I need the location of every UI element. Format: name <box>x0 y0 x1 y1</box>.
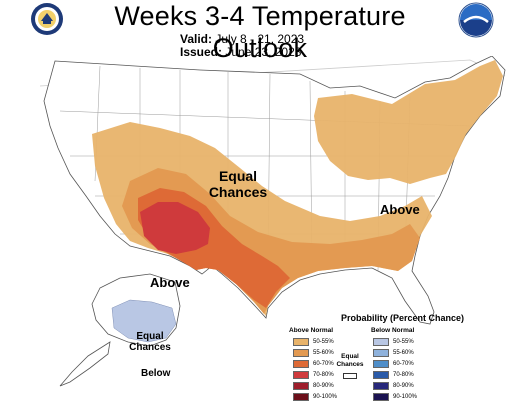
legend-below-swatch <box>373 338 389 346</box>
legend-above-heading: Above Normal <box>289 327 334 334</box>
legend-below-label: 90-100% <box>393 394 418 400</box>
legend-below-label: 60-70% <box>393 361 414 367</box>
legend-below-swatch <box>373 371 389 379</box>
legend-above-label: 50-55% <box>313 339 334 345</box>
valid-label: Valid: <box>180 32 213 46</box>
legend-above-swatch <box>293 349 309 357</box>
page-title: Weeks 3-4 Temperature Outlook <box>114 1 406 63</box>
legend-above-label: 55-60% <box>313 350 334 356</box>
legend-above-label: 70-80% <box>313 372 334 378</box>
legend-below-row: 50-55% <box>373 338 443 347</box>
below-label-alaska: Below <box>141 368 171 379</box>
legend-below-row: 80-90% <box>373 382 443 391</box>
legend-above-row: 50-55% <box>293 338 363 347</box>
legend-below-heading: Below Normal <box>371 327 415 334</box>
equal-word: Equal <box>218 168 258 184</box>
legend-above-row: 55-60% <box>293 349 363 358</box>
equal-word-ak: Equal <box>136 331 164 342</box>
legend-above-row: 70-80% <box>293 371 363 380</box>
legend-below-swatch <box>373 360 389 368</box>
region-alaska-below <box>111 299 177 343</box>
region-northeast-above <box>314 60 503 184</box>
valid-dates: Valid: July 8 - 21, 2023 <box>180 32 304 46</box>
legend-above-row: 90-100% <box>293 393 363 402</box>
legend-equal-chances-swatch <box>343 373 357 379</box>
legend-above-swatch <box>293 371 309 379</box>
chances-word: Chances <box>208 184 268 200</box>
equal-chances-label-conus: Equal Chances <box>208 168 268 200</box>
above-label-southwest: Above <box>150 275 190 290</box>
legend-below-row: 60-70% <box>373 360 443 369</box>
chances-word-ak: Chances <box>129 342 171 353</box>
issued-label: Issued: <box>180 45 223 59</box>
valid-value: July 8 - 21, 2023 <box>215 32 305 46</box>
us-map-svg <box>39 56 506 387</box>
header: Weeks 3-4 Temperature Outlook Valid: Jul… <box>0 0 525 63</box>
legend-title: Probability (Percent Chance) <box>340 313 465 323</box>
legend-below-swatch <box>373 382 389 390</box>
legend-above-swatch <box>293 393 309 401</box>
region-southwest-inner <box>140 202 210 254</box>
legend-below-label: 50-55% <box>393 339 414 345</box>
legend-below-row: 90-100% <box>373 393 443 402</box>
legend-below-label: 55-60% <box>393 350 414 356</box>
legend-below-swatch <box>373 393 389 401</box>
legend-below-label: 70-80% <box>393 372 414 378</box>
issued-value: June 23, 2023 <box>225 45 302 59</box>
noaa-logo-icon <box>458 2 494 38</box>
equal-chances-label-alaska: Equal Chances <box>128 331 172 353</box>
legend-below-row: 70-80% <box>373 371 443 380</box>
department-of-commerce-seal-icon <box>31 3 63 35</box>
legend-above-row: 80-90% <box>293 382 363 391</box>
issued-date: Issued: June 23, 2023 <box>180 45 301 59</box>
legend-above-label: 60-70% <box>313 361 334 367</box>
legend-above-swatch <box>293 360 309 368</box>
legend-equal-word: Equal <box>341 353 359 360</box>
above-label-northeast: Above <box>380 202 420 217</box>
legend-above-row: 60-70% <box>293 360 363 369</box>
legend-chances-word: Chances <box>336 361 364 368</box>
legend-below-swatch <box>373 349 389 357</box>
legend-above-swatch <box>293 338 309 346</box>
legend: Probability (Percent Chance) Above Norma… <box>285 313 520 403</box>
outlook-map: Equal Chances Above Above Equal Chances … <box>0 56 525 405</box>
legend-below-row: 55-60% <box>373 349 443 358</box>
legend-above-label: 80-90% <box>313 383 334 389</box>
legend-below-label: 80-90% <box>393 383 414 389</box>
legend-above-swatch <box>293 382 309 390</box>
legend-above-label: 90-100% <box>313 394 338 400</box>
legend-equal-chances: Equal Chances <box>336 353 364 369</box>
